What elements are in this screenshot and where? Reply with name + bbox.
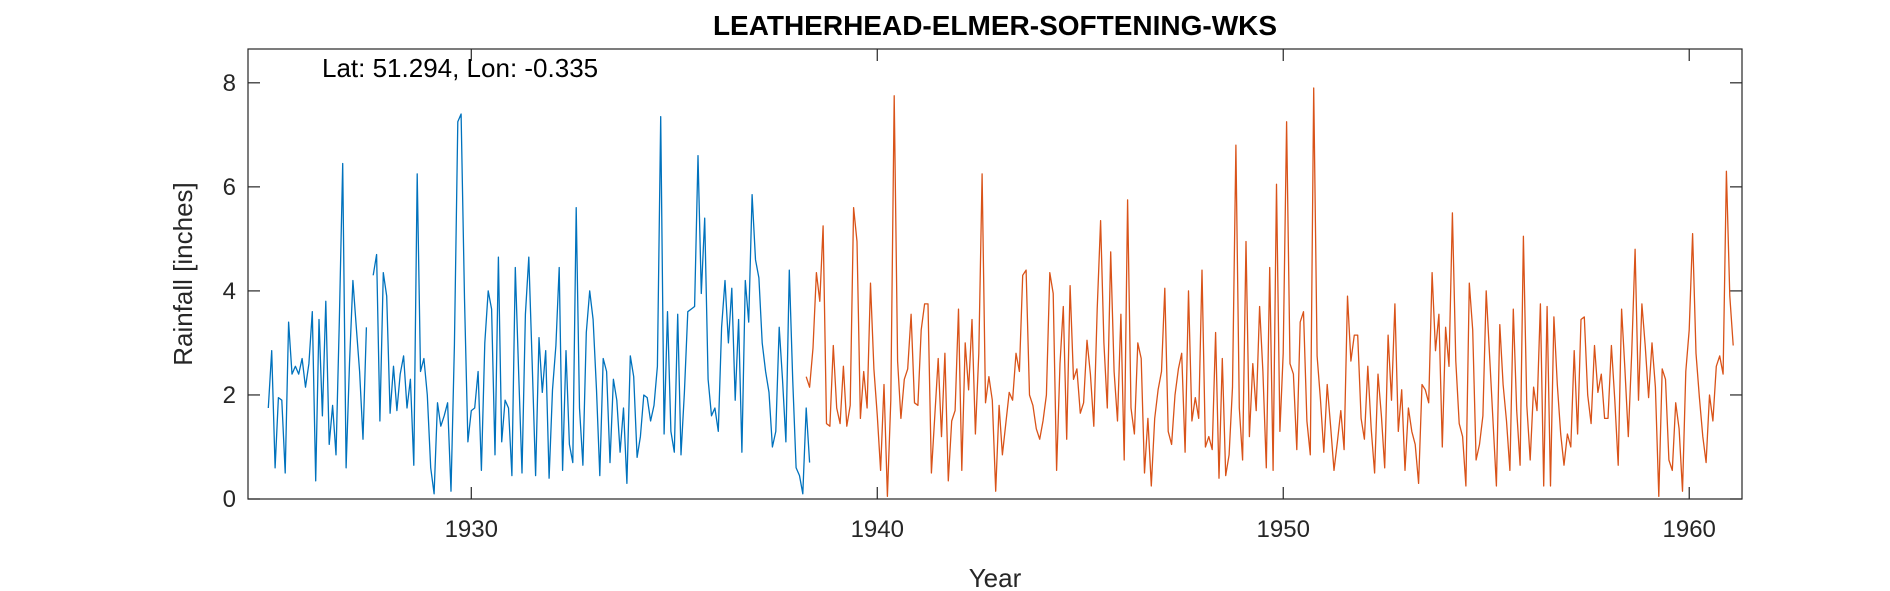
x-tick-label-3: 1960 [1663,516,1716,543]
y-tick-label-1: 2 [223,382,236,409]
x-tick-label-0: 1930 [445,516,498,543]
y-tick-label-3: 6 [223,174,236,201]
y-tick-label-0: 0 [223,486,236,513]
y-tick-labels: 0 2 4 6 8 [223,70,236,513]
location-annotation: Lat: 51.294, Lon: -0.335 [322,53,598,83]
x-axis-label: Year [969,563,1022,591]
series-line-1 [805,87,1734,498]
y-axis-label: Rainfall [inches] [168,182,198,366]
series-lines [267,87,1734,498]
series-line-0 [267,113,811,495]
y-tick-label-4: 8 [223,70,236,97]
x-tick-label-2: 1950 [1257,516,1310,543]
axis-ticks [248,49,1742,500]
y-tick-label-2: 4 [223,278,236,305]
x-tick-label-1: 1940 [851,516,904,543]
x-tick-labels: 1930 1940 1950 1960 [445,516,1716,543]
chart-title: LEATHERHEAD-ELMER-SOFTENING-WKS [713,10,1277,41]
